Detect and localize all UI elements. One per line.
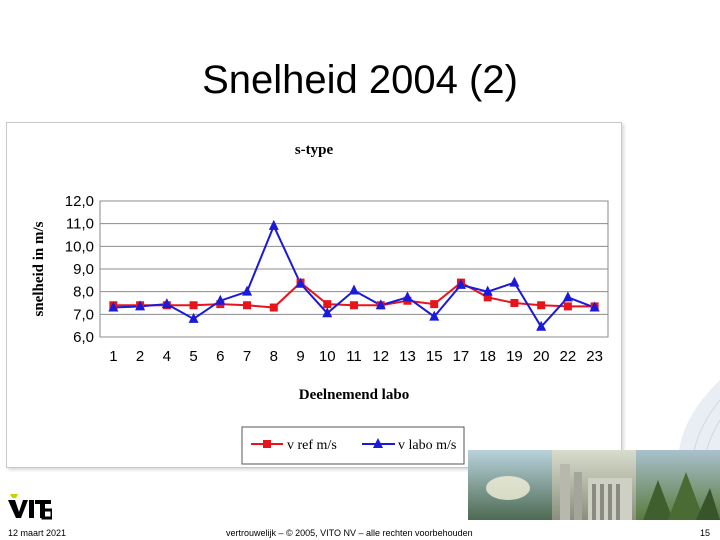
data-point-labo (562, 291, 573, 302)
vito-logo (8, 494, 52, 520)
data-point-ref (189, 301, 198, 310)
x-tick-label: 6 (216, 348, 224, 365)
footer-copyright: vertrouwelijk – © 2005, VITO NV – alle r… (226, 528, 473, 538)
data-point-labo (108, 301, 119, 312)
data-point-ref (563, 302, 572, 311)
data-point-labo (455, 278, 466, 289)
y-tick-label: 6,0 (73, 329, 94, 346)
data-point-labo (161, 298, 172, 309)
data-point-labo (402, 291, 413, 302)
data-point-ref (510, 299, 519, 307)
data-point-labo (322, 307, 333, 318)
y-tick-label: 11,0 (66, 216, 94, 233)
data-point-labo (295, 277, 306, 288)
footer-date: 12 maart 2021 (8, 528, 67, 538)
decorative-photo-strip (468, 450, 720, 520)
data-point-labo (268, 219, 279, 230)
y-tick-label: 9,0 (73, 261, 94, 278)
data-point-labo (429, 310, 440, 321)
data-point-labo (536, 320, 547, 331)
x-tick-label: 9 (296, 348, 304, 365)
y-tick-label: 7,0 (73, 306, 94, 323)
slide-title: Snelheid 2004 (2) (202, 58, 518, 102)
legend-marker-ref (263, 440, 271, 448)
y-tick-label: 12,0 (65, 193, 94, 210)
legend-box (241, 426, 465, 465)
legend-label-ref: v ref m/s (287, 438, 337, 453)
chart-title: s-type (295, 142, 334, 158)
y-tick-label: 8,0 (73, 284, 94, 301)
data-point-labo (135, 300, 146, 311)
data-point-ref (537, 301, 546, 310)
x-tick-label: 19 (506, 348, 523, 365)
data-point-labo (242, 285, 253, 296)
x-tick-label: 12 (372, 348, 389, 365)
x-tick-label: 22 (560, 348, 577, 365)
data-point-labo (215, 294, 226, 305)
x-axis-label: Deelnemend labo (299, 387, 409, 403)
page-number: 15 (700, 528, 711, 538)
data-point-labo (482, 285, 493, 296)
data-point-ref (350, 301, 358, 310)
x-tick-label: 15 (426, 348, 443, 365)
data-point-ref (323, 300, 332, 309)
x-tick-label: 7 (243, 348, 251, 365)
x-tick-label: 13 (399, 348, 416, 365)
x-tick-label: 10 (319, 348, 336, 365)
x-tick-label: 17 (453, 348, 470, 365)
data-point-ref (269, 303, 278, 312)
data-point-labo (188, 312, 199, 323)
chart-frame: 6,0 7,0 8,0 9,0 10,0 11,0 12,0 1 2 4 5 6 7 8 9 10 11 12 1… (6, 122, 622, 468)
legend-label-labo: v labo m/s (398, 438, 456, 453)
x-tick-label: 4 (163, 348, 171, 365)
x-tick-label: 8 (270, 348, 278, 365)
y-axis-label: snelheid in m/s (31, 221, 47, 316)
data-point-ref (483, 293, 492, 302)
legend: v ref m/s v labo m/s (241, 426, 465, 465)
x-tick-label: 20 (533, 348, 550, 365)
x-tick-label: 23 (586, 348, 603, 365)
x-tick-label: 2 (136, 348, 144, 365)
data-point-labo (509, 276, 520, 287)
data-point-ref (243, 301, 252, 310)
y-tick-label: 10,0 (65, 238, 94, 255)
photo-collage-image (468, 450, 720, 520)
legend-marker-labo (373, 438, 383, 448)
x-tick-label: 11 (346, 348, 362, 365)
line-chart: 6,07,08,09,010,011,012,0 1 2 4 5 6 7 8 9 10 11 12 1… (31, 142, 609, 465)
x-tick-label: 1 (109, 348, 117, 365)
x-tick-label: 18 (479, 348, 496, 365)
x-tick-label: 5 (189, 348, 197, 365)
data-point-labo (349, 284, 359, 295)
data-point-labo (375, 299, 386, 310)
data-point-labo (589, 301, 600, 312)
data-point-ref (430, 300, 439, 309)
